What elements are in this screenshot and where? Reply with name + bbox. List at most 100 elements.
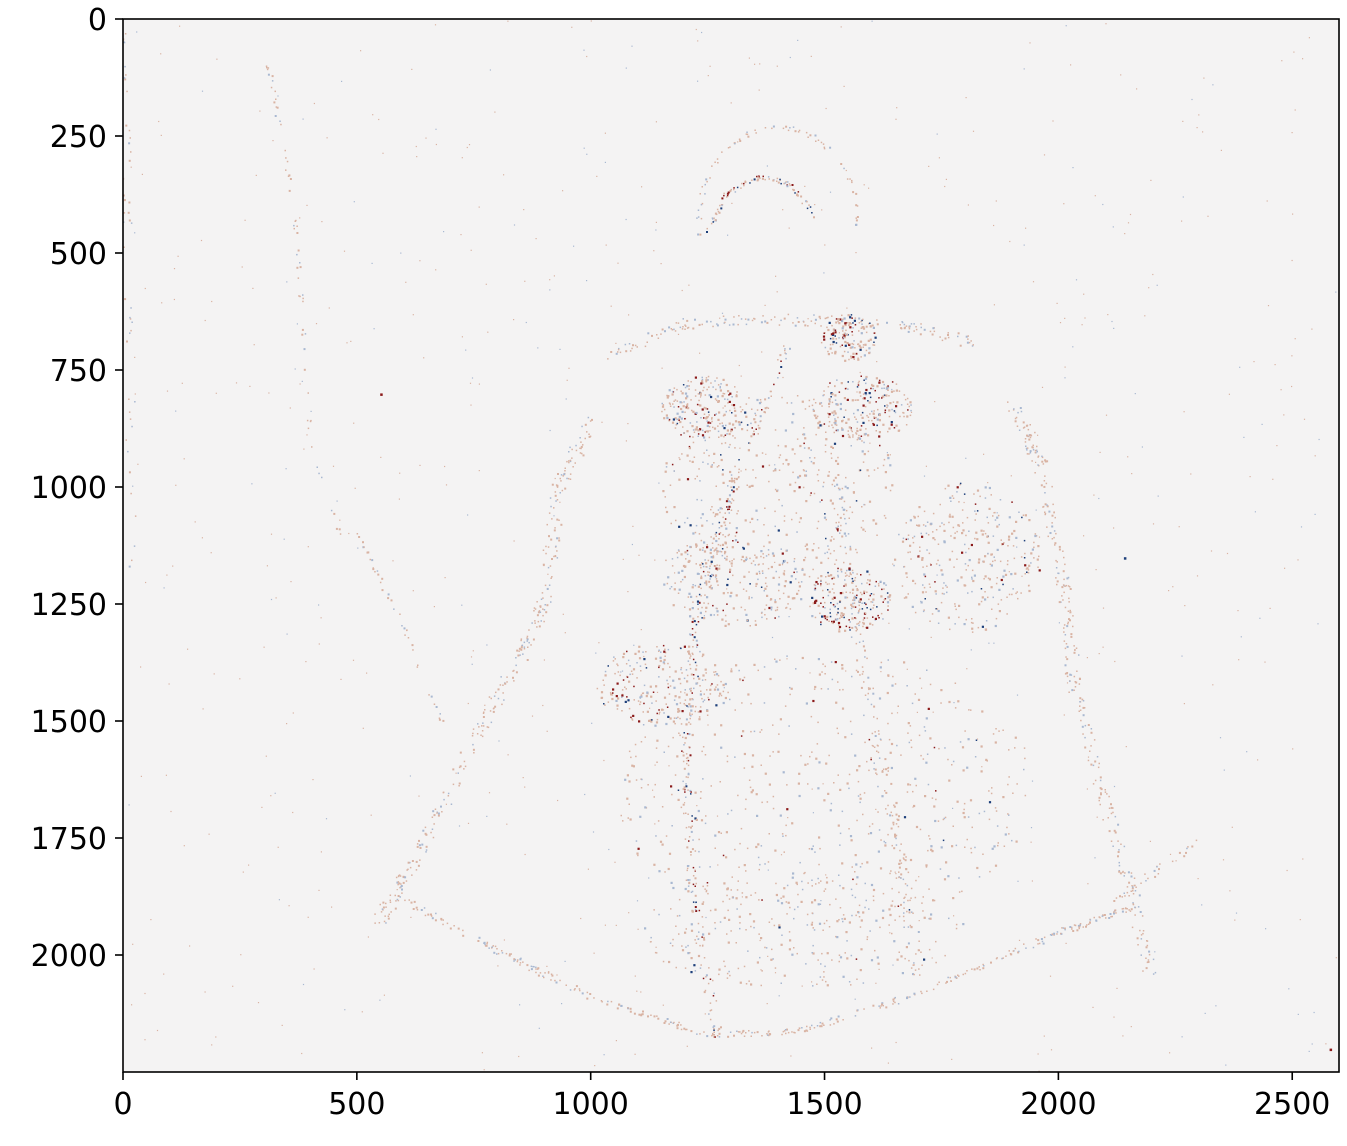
speckle <box>603 684 605 686</box>
speckle <box>1032 449 1035 451</box>
speckle <box>607 701 610 703</box>
speckle <box>1126 886 1129 888</box>
speckle <box>417 864 420 867</box>
speckle <box>880 661 883 664</box>
speckle <box>551 974 554 977</box>
speckle <box>543 620 545 623</box>
speckle <box>674 582 676 584</box>
speckle <box>846 940 848 942</box>
speckle <box>692 441 695 444</box>
speckle <box>716 513 719 516</box>
speckle <box>690 957 693 960</box>
speckle <box>822 929 824 931</box>
speckle <box>678 415 681 419</box>
speckle <box>841 496 844 499</box>
speckle <box>808 405 811 408</box>
speckle <box>852 602 854 605</box>
speckle <box>471 735 474 737</box>
speckle <box>789 939 792 942</box>
speckle <box>967 338 969 340</box>
speckle <box>850 636 853 638</box>
speckle <box>692 532 695 535</box>
speckle <box>1053 932 1056 935</box>
speckle <box>664 871 666 873</box>
speckle <box>1159 863 1161 865</box>
speckle <box>726 196 728 198</box>
speckle <box>713 427 717 430</box>
speckle <box>670 522 672 525</box>
speckle <box>318 472 320 475</box>
speckle <box>687 650 690 653</box>
speckle <box>289 178 292 180</box>
speckle <box>844 579 846 581</box>
speckle <box>772 554 775 557</box>
speckle <box>812 462 815 465</box>
speckle <box>675 322 678 324</box>
edge-speckles <box>123 20 1337 1072</box>
speckle <box>823 615 826 618</box>
speckle <box>717 425 719 427</box>
speckle <box>792 412 795 416</box>
speckle <box>876 744 879 747</box>
speckle <box>930 845 933 848</box>
speckle <box>827 353 830 356</box>
speckle <box>708 932 711 935</box>
speckle <box>719 692 722 695</box>
speckle <box>889 464 892 467</box>
speckle <box>904 859 907 862</box>
speckle <box>1008 776 1010 778</box>
speckle <box>678 709 681 713</box>
speckle <box>656 761 658 763</box>
speckle <box>739 927 741 930</box>
speckle <box>782 835 784 837</box>
speckle <box>844 575 847 577</box>
speckle <box>711 683 713 685</box>
speckle <box>762 556 765 559</box>
speckle <box>791 448 794 451</box>
speckle <box>415 145 417 148</box>
speckle <box>829 1024 832 1026</box>
speckle <box>716 466 719 468</box>
speckle <box>275 597 277 599</box>
speckle <box>1034 451 1037 454</box>
speckle <box>674 774 677 776</box>
speckle <box>932 988 935 991</box>
speckle <box>693 677 695 680</box>
speckle <box>984 575 987 578</box>
speckle <box>844 629 847 632</box>
speckle <box>495 691 497 694</box>
speckle <box>952 897 955 900</box>
speckle <box>920 951 922 953</box>
speckle <box>974 846 976 849</box>
speckle <box>549 565 552 567</box>
speckle <box>844 340 847 344</box>
speckle <box>584 423 587 426</box>
speckle <box>753 317 755 320</box>
speckle <box>849 346 852 349</box>
speckle <box>753 663 756 666</box>
speckle <box>855 883 858 885</box>
speckle <box>553 507 555 509</box>
speckle <box>526 659 529 661</box>
speckle <box>589 420 592 422</box>
speckle <box>722 315 725 317</box>
speckle <box>667 715 670 718</box>
speckle <box>858 322 861 324</box>
speckle <box>887 457 890 460</box>
speckle <box>553 515 555 517</box>
speckle <box>664 470 667 473</box>
speckle <box>870 758 872 761</box>
speckle <box>994 559 996 562</box>
speckle <box>718 564 721 567</box>
speckle <box>752 920 756 923</box>
speckle <box>682 426 684 428</box>
speckle <box>708 1013 710 1015</box>
speckle <box>700 382 703 385</box>
speckle <box>1073 651 1076 654</box>
speckle <box>817 520 820 523</box>
speckle <box>639 701 642 703</box>
speckle <box>494 705 497 708</box>
speckle <box>955 927 958 930</box>
speckle <box>825 576 827 578</box>
speckle <box>865 349 868 352</box>
